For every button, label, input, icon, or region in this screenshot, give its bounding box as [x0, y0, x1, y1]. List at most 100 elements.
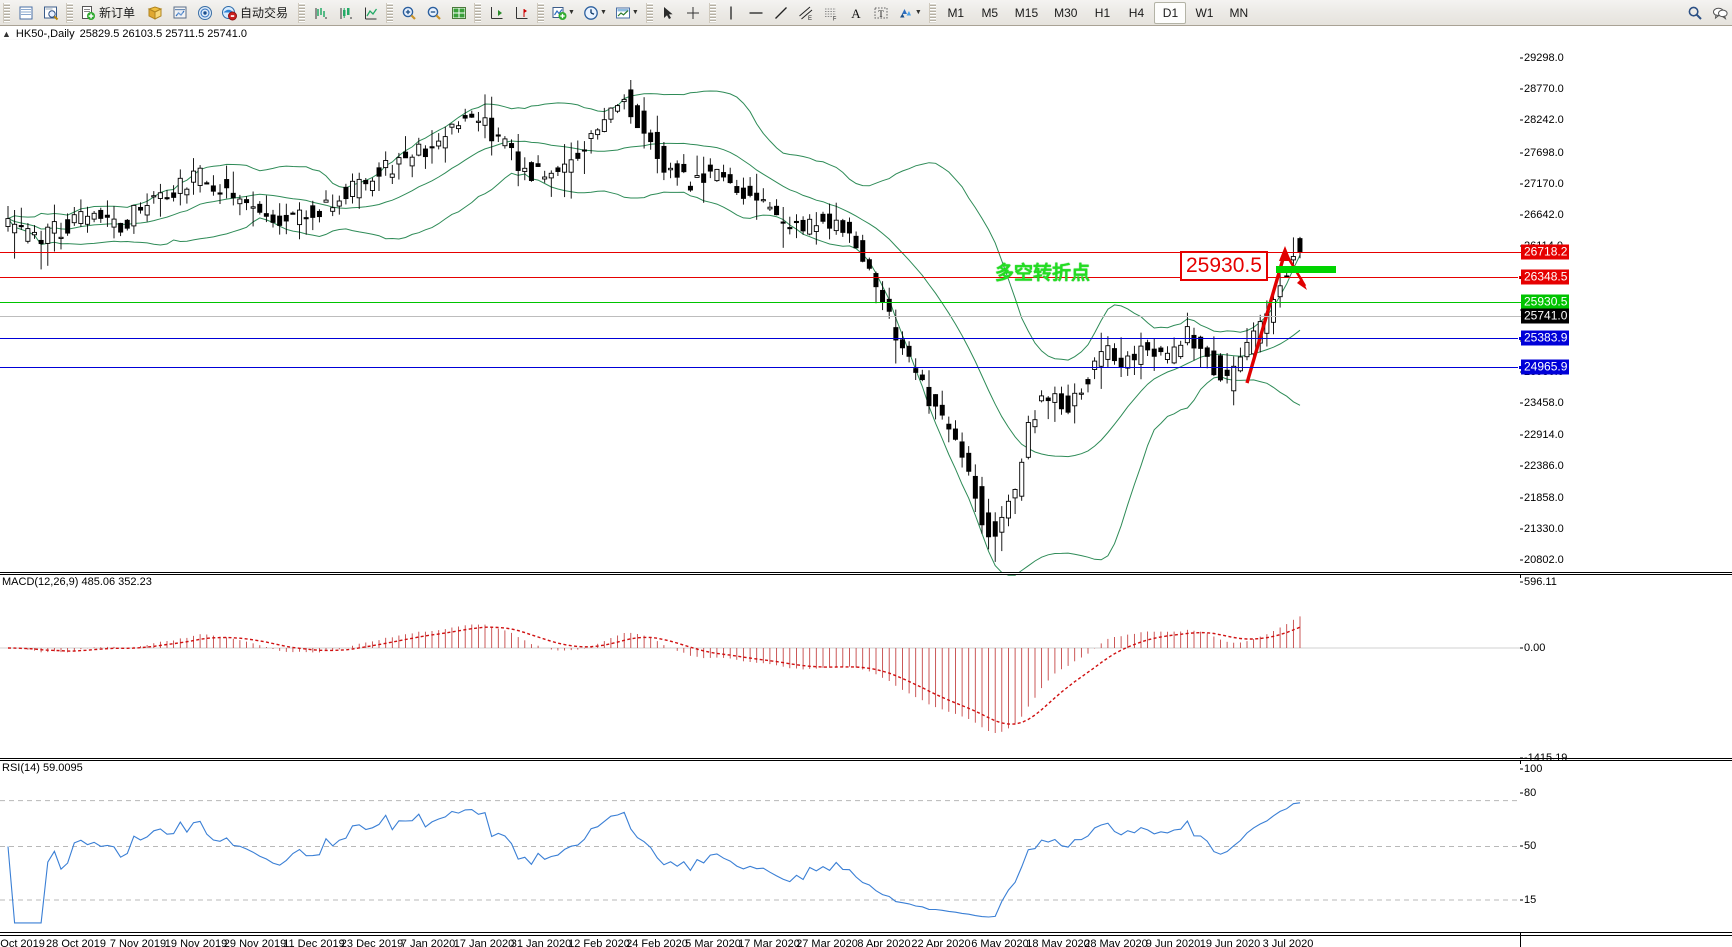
period-icon[interactable]: ▼ — [580, 2, 610, 24]
price-axis-tick-label: 26642.0 — [1524, 208, 1564, 221]
tab-period-m5[interactable]: M5 — [974, 2, 1006, 24]
chevron-down-icon[interactable]: ▼ — [914, 9, 922, 16]
toolbar-grip[interactable] — [3, 2, 10, 23]
chart-shift-icon[interactable] — [510, 2, 533, 24]
chart-canvas[interactable]: 多空转折点 25930.5 MACD(12,26,9) 485.06 352.2… — [0, 40, 1732, 947]
tab-period-h4[interactable]: H4 — [1120, 2, 1152, 24]
price-level-label[interactable]: 25741.0 — [1521, 308, 1570, 324]
tile-windows-icon[interactable] — [447, 2, 470, 24]
time-axis-tick-label: 28 May 2020 — [1084, 938, 1148, 947]
chevron-down-icon[interactable]: ▼ — [631, 9, 639, 16]
main-toolbar: 新订单 自动交易 ▼ ▼ ▼ E F A T ▼ M1 M5 M15 M30 H1 H4 D1 W1 MN — [0, 0, 1732, 26]
price-axis-tick: 26642.0 — [1520, 208, 1564, 221]
price-axis-tick-label: 23458.0 — [1524, 397, 1564, 410]
tab-period-w1[interactable]: W1 — [1188, 2, 1220, 24]
price-axis-tick-label: 22914.0 — [1524, 429, 1564, 442]
expert-advisors-icon[interactable] — [143, 2, 166, 24]
auto-trading-button — [221, 5, 238, 21]
fibonacci-retracement-icon[interactable]: F — [820, 2, 843, 24]
new-order-button[interactable]: 新订单 — [77, 2, 141, 24]
toolbar-grip[interactable] — [386, 2, 394, 23]
price-axis-tick: 27698.0 — [1520, 146, 1564, 159]
tab-period-d1[interactable]: D1 — [1154, 1, 1187, 24]
templates-icon[interactable]: ▼ — [612, 2, 642, 24]
trendline-icon[interactable] — [770, 2, 793, 24]
zoom-in-icon — [401, 5, 417, 21]
new-order-button-label: 新订单 — [99, 6, 136, 20]
macd-pane[interactable]: MACD(12,26,9) 485.06 352.23 — [0, 576, 1732, 758]
cursor-icon[interactable] — [657, 2, 680, 24]
price-tag-annotation[interactable]: 25930.5 — [1180, 251, 1268, 281]
price-level-label[interactable]: 25930.5 — [1521, 294, 1570, 310]
horizontal-line-icon[interactable] — [745, 2, 768, 24]
horizontal-price-line[interactable] — [0, 252, 1521, 253]
tab-period-m15[interactable]: M15 — [1008, 2, 1045, 24]
price-axis-tick: 28242.0 — [1520, 114, 1564, 126]
price-axis-tick-label: 20802.0 — [1524, 554, 1564, 566]
rsi-pane[interactable]: RSI(14) 59.0095 — [0, 762, 1732, 932]
indicators-icon[interactable]: ▼ — [548, 2, 578, 24]
zoom-in-icon[interactable] — [397, 2, 420, 24]
tab-period-m1[interactable]: M1 — [940, 2, 972, 24]
tile-windows-icon — [451, 5, 467, 21]
shapes-icon[interactable]: ▼ — [895, 2, 925, 24]
time-axis-tick-label: 6 Oct 2019 — [0, 938, 45, 947]
price-level-label[interactable]: 26718.2 — [1521, 244, 1570, 260]
terminal-icon[interactable] — [168, 2, 191, 24]
data-window-icon[interactable] — [39, 2, 62, 24]
crosshair-icon[interactable] — [682, 2, 705, 24]
time-axis-rule — [0, 932, 1732, 933]
candlestick-chart-icon[interactable] — [334, 2, 357, 24]
price-axis-tick-label: 27170.0 — [1524, 177, 1564, 190]
period-icon — [583, 5, 599, 21]
price-pane[interactable]: 多空转折点 25930.5 — [0, 40, 1732, 576]
macd-axis-tick: 596.11 — [1520, 576, 1557, 588]
toolbar-grip[interactable] — [928, 2, 936, 23]
horizontal-price-line[interactable] — [0, 275, 1523, 280]
tab-period-mn[interactable]: MN — [1222, 2, 1255, 24]
svg-text:T: T — [879, 9, 885, 19]
auto-scroll-icon[interactable] — [485, 2, 508, 24]
toolbar-grip[interactable] — [645, 2, 653, 23]
tab-period-h4-label: H4 — [1128, 5, 1145, 20]
price-axis-tick-label: 29298.0 — [1524, 52, 1564, 64]
auto-trading-button[interactable]: 自动交易 — [218, 2, 294, 24]
price-level-label[interactable]: 25383.9 — [1521, 330, 1570, 346]
price-axis-tick: 29298.0 — [1520, 52, 1564, 64]
line-chart-icon[interactable] — [359, 2, 382, 24]
tab-period-h1-label: H1 — [1094, 5, 1111, 20]
chevron-down-icon[interactable]: ▼ — [568, 9, 575, 16]
symbol-ohlc: 25829.5 26103.5 25711.5 25741.0 — [79, 28, 248, 40]
tab-period-m30[interactable]: M30 — [1047, 2, 1084, 24]
horizontal-price-line[interactable] — [0, 336, 1523, 341]
text-label-icon[interactable]: T — [870, 2, 893, 24]
horizontal-price-line[interactable] — [0, 316, 1521, 317]
equidistant-channel-icon[interactable]: E — [795, 2, 818, 24]
tab-period-h1[interactable]: H1 — [1086, 2, 1118, 24]
horizontal-price-line[interactable] — [0, 302, 1521, 303]
vertical-line-icon[interactable] — [720, 2, 743, 24]
chat-icon[interactable] — [1708, 2, 1731, 24]
turning-point-annotation[interactable]: 多空转折点 — [995, 263, 1091, 284]
toolbar-grip[interactable] — [474, 2, 482, 23]
toolbar-grip[interactable] — [537, 2, 545, 23]
chevron-down-icon[interactable]: ▼ — [599, 9, 607, 16]
chart-menu-triangle-icon[interactable]: ▲ — [2, 29, 11, 39]
price-macd-separator — [0, 572, 1732, 575]
price-level-label[interactable]: 26348.5 — [1521, 269, 1570, 285]
bar-chart-icon[interactable] — [309, 2, 332, 24]
toolbar-grip[interactable] — [708, 2, 716, 23]
price-axis-tick-label: 27698.0 — [1524, 146, 1564, 159]
zoom-out-icon[interactable] — [422, 2, 445, 24]
macd-axis-tick: 0.00 — [1520, 642, 1545, 654]
text-icon[interactable]: A — [845, 2, 868, 24]
toolbar-grip[interactable] — [66, 2, 73, 23]
equidistant-channel-icon: E — [798, 5, 814, 21]
rsi-axis-tick: 15 — [1520, 894, 1536, 906]
toolbar-grip[interactable] — [298, 2, 306, 23]
signals-icon[interactable] — [193, 2, 216, 24]
market-watch-icon[interactable] — [14, 2, 37, 24]
price-level-label[interactable]: 24965.9 — [1521, 359, 1570, 375]
search-icon[interactable] — [1683, 2, 1706, 24]
horizontal-price-line[interactable] — [0, 365, 1523, 370]
